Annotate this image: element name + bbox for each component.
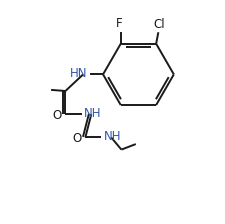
Text: Cl: Cl bbox=[153, 18, 164, 31]
Text: O: O bbox=[52, 109, 61, 122]
Text: NH: NH bbox=[84, 107, 101, 120]
Text: O: O bbox=[72, 132, 81, 145]
Text: HN: HN bbox=[69, 67, 86, 80]
Text: F: F bbox=[116, 17, 122, 30]
Text: NH: NH bbox=[104, 130, 121, 143]
